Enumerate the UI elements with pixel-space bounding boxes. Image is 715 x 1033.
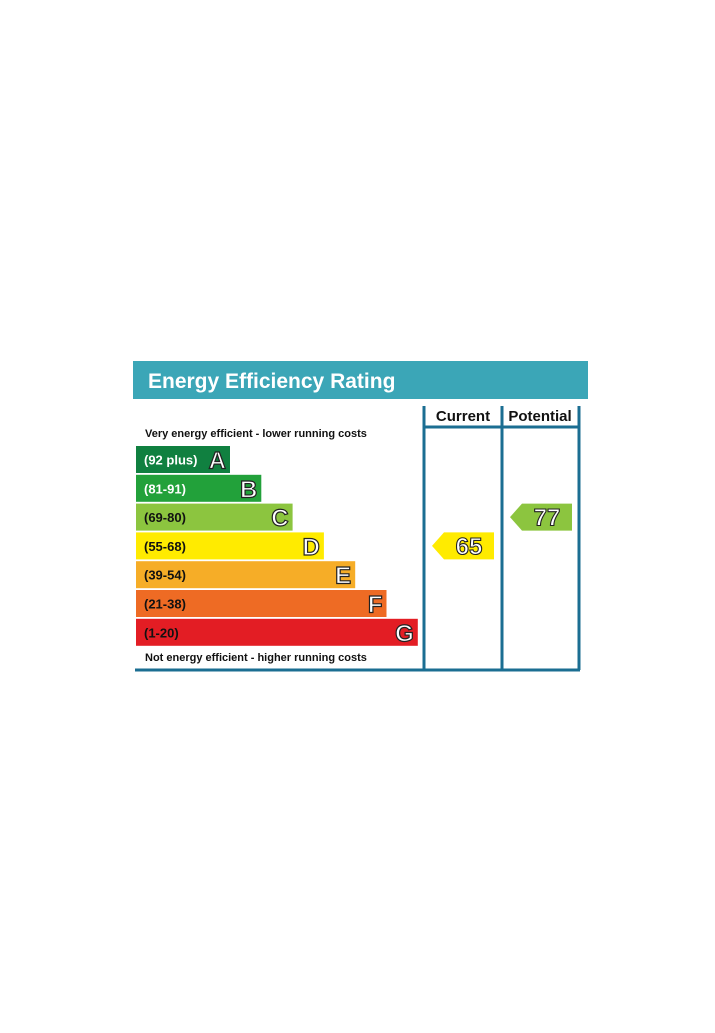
- band-e-range: (39-54): [144, 568, 186, 583]
- band-b-letter: B: [240, 476, 257, 503]
- band-f-letter: F: [368, 592, 383, 619]
- band-b-range: (81-91): [144, 481, 186, 496]
- band-c-bar: [136, 503, 293, 531]
- band-d-letter: D: [303, 534, 320, 561]
- band-f-range: (21-38): [144, 597, 186, 612]
- rating-arrows: 65 77: [432, 503, 572, 561]
- band-d-range: (55-68): [144, 539, 186, 554]
- band-g-range: (1-20): [144, 625, 179, 640]
- band-a-range: (92 plus): [144, 453, 197, 468]
- band-a-bar: [136, 446, 230, 473]
- band-c-range: (69-80): [144, 510, 186, 525]
- band-g-letter: G: [395, 620, 414, 647]
- current-rating-value: 65: [456, 533, 483, 560]
- column-header-potential: Potential: [508, 408, 571, 425]
- potential-rating-value: 77: [534, 505, 561, 532]
- current-rating-arrow: [432, 532, 494, 560]
- band-e-letter: E: [335, 563, 351, 590]
- band-d-bar: [136, 532, 324, 560]
- band-c-letter: C: [271, 505, 288, 532]
- band-e-bar: [136, 561, 356, 589]
- top-note: Very energy efficient - lower running co…: [145, 428, 367, 440]
- potential-rating-arrow: [510, 503, 572, 531]
- band-b-bar: [136, 474, 262, 502]
- chart-title: Energy Efficiency Rating: [148, 370, 395, 393]
- column-header-current: Current: [436, 408, 490, 425]
- title-banner: [133, 361, 588, 399]
- band-g-bar: [136, 618, 418, 646]
- band-a-letter: A: [209, 448, 226, 475]
- bottom-note: Not energy efficient - higher running co…: [145, 652, 367, 664]
- rating-bands: (92 plus) A (81-91) B (69-80) C (55-68) D (39-54…: [136, 446, 418, 648]
- band-f-bar: [136, 590, 387, 617]
- chart-frame: [135, 406, 581, 672]
